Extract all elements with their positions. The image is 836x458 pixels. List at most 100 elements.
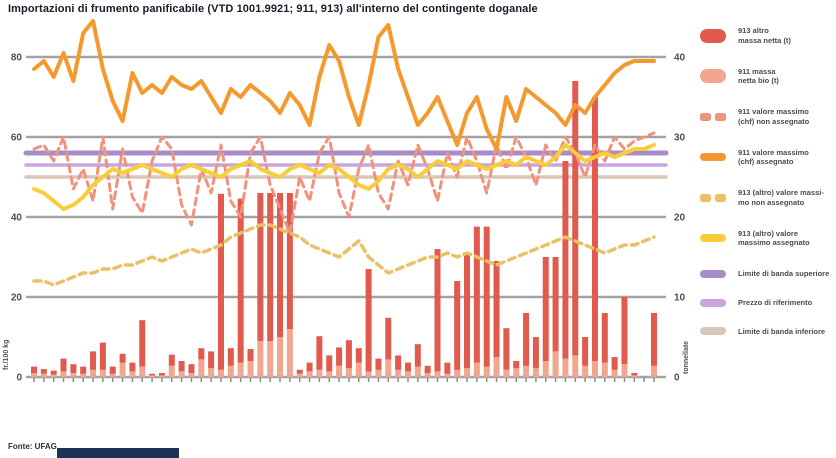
source-note: Fonte: UFAG — [8, 442, 57, 451]
x-axis-tick — [62, 378, 65, 382]
legend-item-913-altro-massa-netta[interactable]: 913 altro massa netta (t) — [700, 26, 834, 46]
bar-911-bio — [365, 371, 372, 377]
bar-913-altro — [552, 257, 559, 352]
bar-911-bio — [532, 368, 539, 377]
x-axis-tick — [643, 378, 645, 382]
bar-913-altro — [296, 369, 303, 374]
bar-911-bio — [129, 371, 136, 377]
bar-913-altro — [621, 297, 628, 365]
bar-913-altro — [454, 281, 461, 370]
bar-913-altro — [247, 349, 254, 361]
bar-911-bio — [139, 366, 146, 377]
bar-913-altro — [336, 347, 343, 366]
line-913-altro-valore-massimo-assegnato — [32, 143, 656, 211]
x-axis-tick — [82, 378, 84, 382]
bar-911-bio — [267, 341, 274, 377]
bar-911-bio — [306, 371, 313, 377]
bar-913-altro — [198, 348, 205, 360]
bar-911-bio — [198, 359, 205, 377]
limite-banda-inferiore-swatch — [700, 327, 732, 336]
x-axis-tick — [289, 378, 291, 382]
bar-913-altro — [503, 328, 510, 370]
x-axis-tick — [564, 378, 567, 382]
left-axis-tick-label: 60 — [11, 133, 23, 144]
legend-label: 913 (altro) valore massi- mo non assegna… — [738, 188, 824, 207]
bar-911-bio — [542, 361, 549, 377]
bar-913-altro — [483, 226, 490, 367]
left-axis-title: fr./100 kg — [3, 340, 10, 370]
x-axis-tick — [407, 378, 409, 382]
x-axis-tick — [446, 378, 449, 382]
bar-913-altro — [326, 355, 333, 372]
bar-911-bio — [326, 371, 333, 377]
bar-913-altro — [375, 358, 382, 370]
bar-913-altro — [129, 362, 136, 372]
bar-913-altro — [601, 313, 608, 363]
legend-item-limite-banda-inferiore[interactable]: Limite di banda inferiore — [700, 327, 834, 337]
dash-swatch-segment — [715, 112, 726, 121]
bar-913-altro — [385, 317, 392, 360]
bar-911-bio — [444, 373, 451, 377]
x-axis-tick — [584, 378, 586, 382]
right-axis-tick-label: 30 — [674, 133, 686, 144]
bar-911-bio — [178, 371, 185, 377]
bar-913-altro — [90, 351, 97, 370]
legend-item-911-valore-massimo-non-assegnato[interactable]: 911 valore massimo (chf) non assegnato — [700, 107, 834, 127]
x-axis-tick — [52, 378, 55, 382]
x-axis-tick — [298, 378, 301, 382]
bar-911-bio — [80, 373, 87, 377]
right-axis-tick-label: 10 — [674, 293, 686, 304]
legend-item-911-massa-netta-bio[interactable]: 911 massa netta bio (t) — [700, 67, 834, 87]
x-axis-tick — [604, 378, 606, 382]
bar-911-bio — [158, 375, 165, 377]
x-axis-tick — [367, 378, 370, 382]
bar-911-bio — [237, 362, 244, 377]
x-axis-tick — [358, 378, 360, 382]
bar-911-bio — [434, 371, 441, 377]
bar-911-bio — [385, 359, 392, 377]
bar-911-bio — [168, 365, 175, 377]
x-axis-tick — [466, 378, 468, 382]
legend-label: Prezzo di riferimento — [738, 297, 813, 307]
bar-913-altro — [267, 193, 274, 341]
x-axis-tick — [92, 378, 94, 382]
bar-913-altro — [286, 193, 293, 329]
x-axis-tick — [72, 378, 75, 382]
x-axis-tick — [525, 378, 527, 382]
line-swatch — [700, 153, 726, 162]
legend-item-limite-banda-superiore[interactable]: Limite di banda superiore — [700, 269, 834, 279]
x-axis-tick — [417, 378, 419, 382]
bar-913-altro — [395, 355, 402, 370]
bar-911-bio — [503, 369, 510, 377]
legend-label: 911 massa netta bio (t) — [738, 66, 779, 86]
bar-911-bio — [424, 373, 431, 377]
x-axis-tick — [535, 378, 537, 382]
913-valore-massimo-non-assegnato-swatch — [700, 193, 732, 202]
bar-911-bio — [473, 362, 480, 377]
bar-913-altro — [493, 261, 500, 357]
bar-911-bio — [464, 368, 471, 377]
bar-911-bio — [109, 373, 116, 377]
bar-913-altro — [70, 364, 77, 373]
x-axis-tick — [220, 378, 222, 382]
bar-913-altro — [119, 353, 126, 363]
x-axis-tick — [377, 378, 380, 382]
bar-911-bio — [582, 365, 589, 377]
bar-911-bio — [316, 369, 323, 377]
legend-item-911-valore-massimo-assegnato[interactable]: 911 valore massimo (chf) assegnato — [700, 148, 834, 168]
bar-911-bio — [60, 371, 67, 377]
bar-913-altro — [237, 198, 244, 363]
legend-item-prezzo-riferimento[interactable]: Prezzo di riferimento — [700, 298, 834, 308]
legend-item-913-valore-massimo-assegnato[interactable]: 913 (altro) valore massimo assegnato — [700, 229, 834, 249]
bar-913-altro — [316, 336, 323, 370]
bar-913-altro — [631, 373, 638, 376]
bar-913-altro — [444, 362, 451, 374]
legend-item-913-valore-massimo-non-assegnato[interactable]: 913 (altro) valore massi- mo non assegna… — [700, 188, 834, 208]
x-axis-tick — [476, 378, 478, 382]
bar-913-altro — [434, 249, 441, 372]
bar-913-altro — [355, 348, 362, 363]
x-axis-tick — [544, 378, 547, 382]
bar-911-bio — [395, 369, 402, 377]
bar-913-altro — [208, 351, 215, 369]
913-valore-massimo-assegnato-swatch — [700, 234, 732, 243]
